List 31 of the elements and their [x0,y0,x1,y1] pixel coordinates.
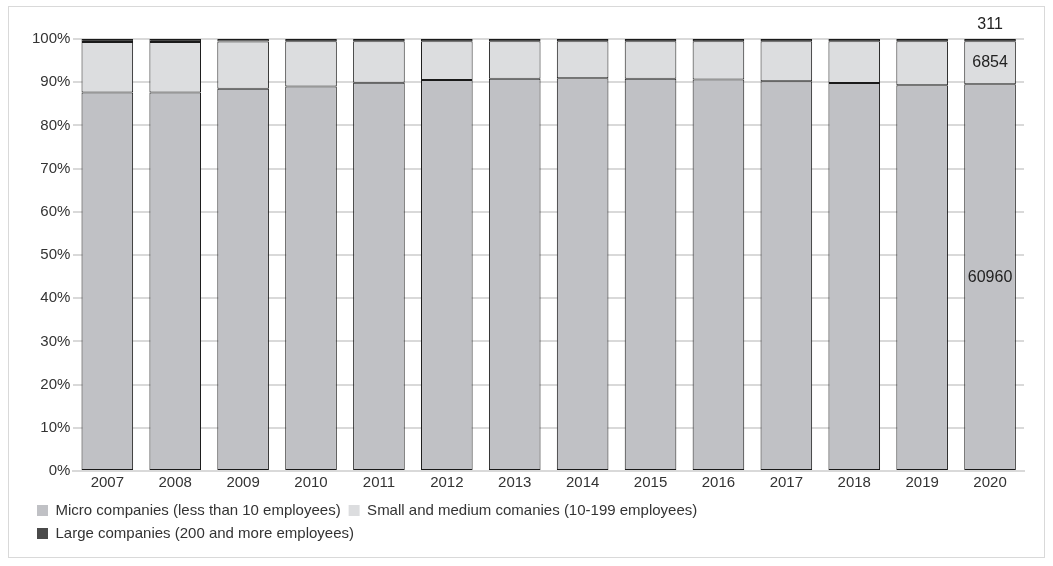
y-tick-label: 70% [40,158,71,176]
y-tick-label: 20% [40,374,71,392]
x-tick-label: 2009 [226,473,260,491]
legend-label: Micro companies (less than 10 employees) [55,500,341,518]
x-tick-label: 2010 [294,473,328,491]
x-tick-label: 2019 [905,473,939,491]
x-tick-label: 2020 [973,473,1007,491]
y-tick-label: 0% [48,461,71,479]
text: 311 [977,15,1003,33]
legend-label: Small and medium comanies (10-199 employees) [367,500,698,518]
y-tick-label: 50% [40,245,71,263]
x-tick-label: 2015 [633,473,668,491]
annotation: 60960 [967,267,1013,285]
y-tick-label: 100% [31,29,71,47]
y-tick-label: 90% [40,72,71,90]
y-tick-label: 80% [40,115,71,133]
x-tick-label: 2008 [158,473,192,491]
x-tick-label: 2014 [565,473,600,491]
y-tick-label: 10% [40,417,71,435]
x-tick-label: 2018 [837,473,871,491]
annotation: 6854 [972,53,1008,71]
x-tick-label: 2011 [362,473,396,491]
x-tick-label: 2012 [430,473,464,491]
legend-label: Large companies (200 and more employees) [55,523,354,541]
x-tick-label: 2016 [701,473,736,491]
y-tick-label: 40% [40,288,71,306]
x-tick-label: 2007 [90,473,124,491]
y-tick-label: 60% [40,201,71,219]
x-tick-label: 2013 [498,473,532,491]
x-tick-label: 2017 [769,473,804,491]
y-tick-label: 30% [40,331,71,349]
